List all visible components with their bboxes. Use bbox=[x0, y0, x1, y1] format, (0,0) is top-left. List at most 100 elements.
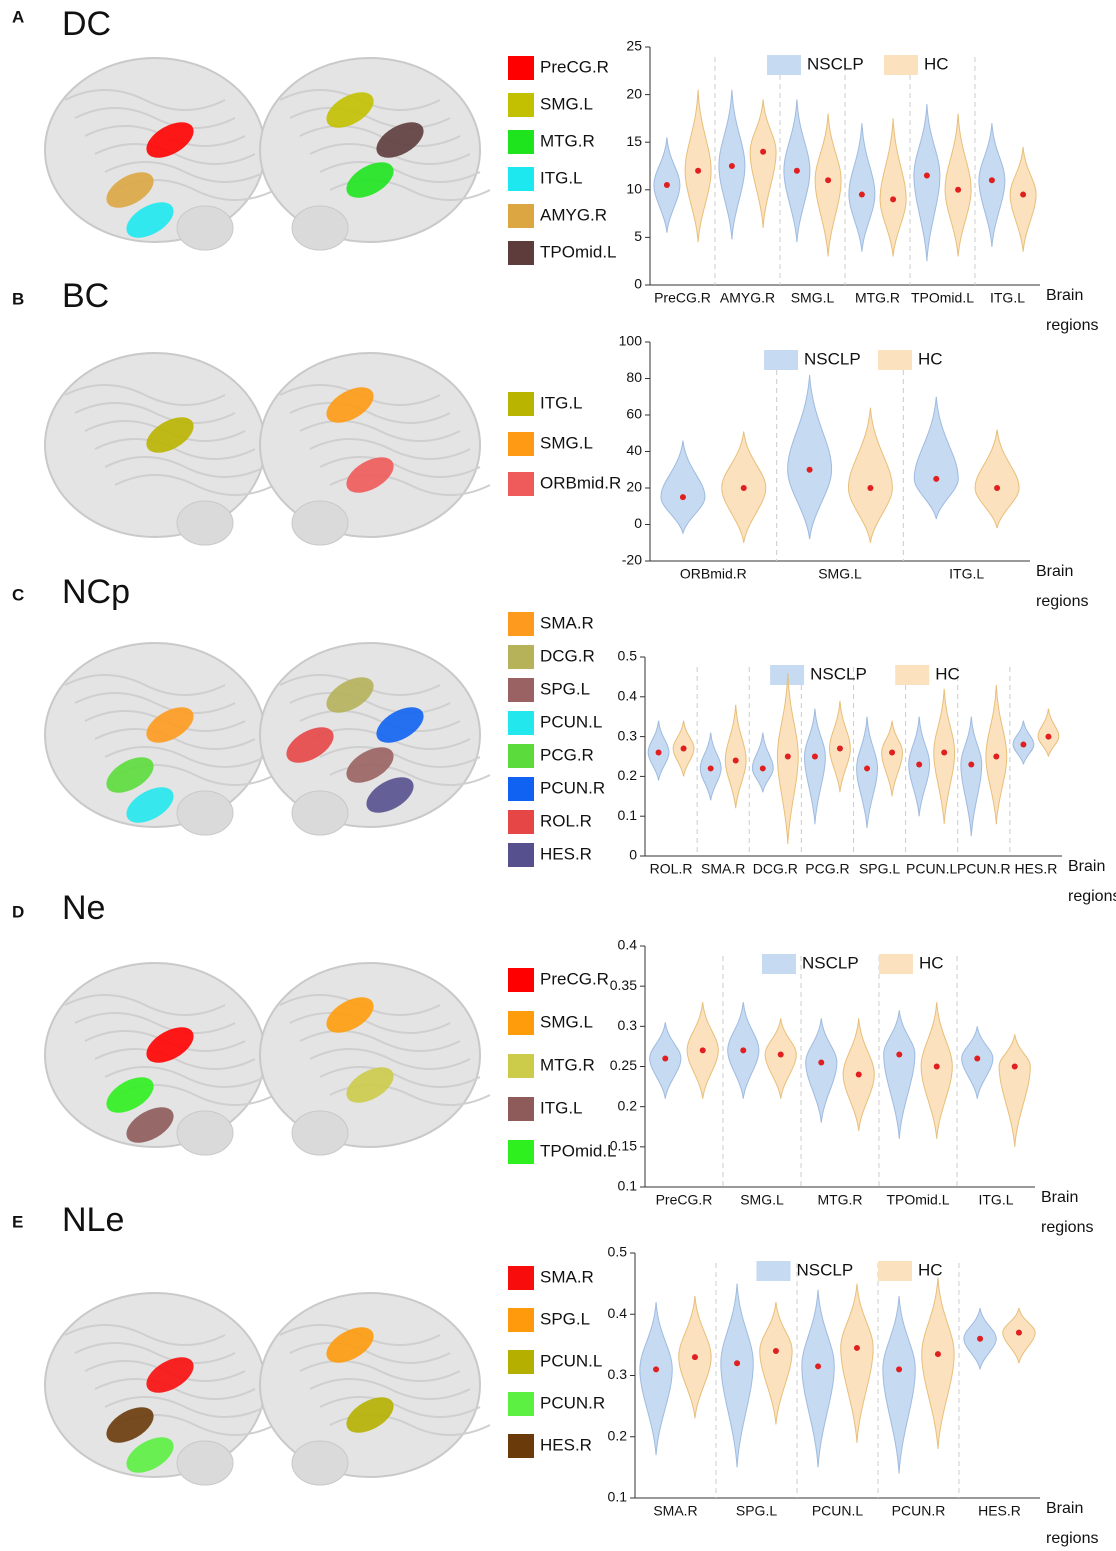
y-tick-label: 0.4 bbox=[618, 688, 638, 704]
violin bbox=[1003, 1308, 1035, 1363]
region-swatch bbox=[508, 1266, 534, 1290]
y-tick-label: 0.25 bbox=[610, 1057, 637, 1073]
mean-dot bbox=[994, 485, 1000, 491]
mean-dot bbox=[785, 754, 791, 760]
mean-dot bbox=[729, 163, 735, 169]
legend-swatch bbox=[767, 55, 801, 75]
legend-label: NSCLP bbox=[802, 953, 859, 972]
mean-dot bbox=[989, 177, 995, 183]
y-tick-label: 100 bbox=[619, 333, 643, 349]
mean-dot bbox=[807, 467, 813, 473]
legend-label: NSCLP bbox=[797, 1260, 854, 1279]
region-swatch bbox=[508, 968, 534, 992]
region-swatch bbox=[508, 56, 534, 80]
mean-dot bbox=[760, 765, 766, 771]
region-label: PreCG.R bbox=[540, 57, 609, 76]
brain-shape bbox=[260, 353, 480, 537]
violin bbox=[849, 123, 875, 252]
region-swatch bbox=[508, 1097, 534, 1121]
legend-swatch bbox=[884, 55, 918, 75]
y-tick-label: 0.2 bbox=[618, 1097, 638, 1113]
mean-dot bbox=[773, 1348, 779, 1354]
violin bbox=[979, 123, 1005, 247]
y-tick-label: 0.1 bbox=[608, 1489, 628, 1505]
y-tick-label: -20 bbox=[622, 552, 642, 568]
mean-dot bbox=[1020, 192, 1026, 198]
violin bbox=[922, 1278, 954, 1450]
y-tick-label: 0.3 bbox=[608, 1366, 628, 1382]
y-tick-label: 0.1 bbox=[618, 807, 638, 823]
y-tick-label: 25 bbox=[626, 38, 642, 54]
legend-label: HC bbox=[935, 664, 960, 683]
x-axis-label: Brain regions bbox=[1068, 852, 1116, 912]
panel-letter: E bbox=[12, 1212, 23, 1231]
region-swatch bbox=[508, 1011, 534, 1035]
y-tick-label: 15 bbox=[626, 133, 642, 149]
x-tick-label: DCG.R bbox=[753, 861, 798, 877]
region-swatch bbox=[508, 1434, 534, 1458]
mean-dot bbox=[733, 757, 739, 763]
region-label: ROL.R bbox=[540, 811, 592, 830]
x-tick-label: TPOmid.L bbox=[886, 1192, 949, 1208]
violin bbox=[962, 1026, 993, 1098]
region-swatch bbox=[508, 1054, 534, 1078]
region-label: SPG.L bbox=[540, 679, 590, 698]
region-swatch bbox=[508, 645, 534, 669]
brain-shape bbox=[260, 58, 480, 242]
region-label: SMG.L bbox=[540, 94, 593, 113]
region-label: SMA.R bbox=[540, 613, 594, 632]
violin bbox=[945, 114, 971, 257]
violin bbox=[788, 375, 832, 539]
brain-render bbox=[260, 353, 490, 545]
violin bbox=[1038, 709, 1059, 757]
violin bbox=[661, 441, 705, 534]
y-tick-label: 0.1 bbox=[618, 1178, 638, 1194]
x-axis-label: Brain regions bbox=[1036, 557, 1100, 617]
mean-dot bbox=[941, 750, 947, 756]
mean-dot bbox=[692, 1354, 698, 1360]
mean-dot bbox=[734, 1360, 740, 1366]
region-label: PCUN.R bbox=[540, 1393, 605, 1412]
brain-stem bbox=[177, 1441, 233, 1485]
region-label: HES.R bbox=[540, 1435, 592, 1454]
violin bbox=[685, 90, 711, 242]
mean-dot bbox=[968, 761, 974, 767]
x-tick-label: ITG.L bbox=[949, 566, 984, 582]
y-tick-label: 0.3 bbox=[618, 1017, 638, 1033]
mean-dot bbox=[760, 149, 766, 155]
mean-dot bbox=[916, 761, 922, 767]
legend-swatch bbox=[878, 350, 912, 370]
violin bbox=[975, 430, 1019, 529]
y-tick-label: 0.5 bbox=[608, 1244, 628, 1260]
violin bbox=[884, 1010, 915, 1139]
mean-dot bbox=[993, 754, 999, 760]
x-tick-label: HES.R bbox=[1015, 861, 1058, 877]
panel-letter: A bbox=[12, 7, 24, 26]
y-tick-label: 0.3 bbox=[618, 727, 638, 743]
legend-label: HC bbox=[918, 1260, 943, 1279]
mean-dot bbox=[825, 177, 831, 183]
y-tick-label: 0.2 bbox=[608, 1427, 628, 1443]
legend-swatch bbox=[757, 1261, 791, 1281]
y-tick-label: 0.4 bbox=[608, 1305, 628, 1321]
mean-dot bbox=[1020, 742, 1026, 748]
x-tick-label: ITG.L bbox=[990, 290, 1025, 306]
region-label: SMG.L bbox=[540, 1012, 593, 1031]
x-tick-label: ORBmid.R bbox=[680, 566, 747, 582]
mean-dot bbox=[837, 746, 843, 752]
x-tick-label: PCUN.R bbox=[957, 861, 1011, 877]
violin bbox=[914, 397, 958, 519]
mean-dot bbox=[1045, 734, 1051, 740]
violin bbox=[999, 1034, 1030, 1146]
x-tick-label: SMG.L bbox=[818, 566, 862, 582]
y-tick-label: 0.35 bbox=[610, 977, 637, 993]
legend-swatch bbox=[762, 954, 796, 974]
violin bbox=[880, 118, 906, 256]
x-tick-label: PCUN.L bbox=[812, 1503, 864, 1519]
violin bbox=[841, 1284, 873, 1443]
violin bbox=[921, 1002, 952, 1139]
mean-dot bbox=[664, 182, 670, 188]
x-tick-label: SMA.R bbox=[653, 1503, 697, 1519]
region-label: PCUN.R bbox=[540, 778, 605, 797]
region-swatch bbox=[508, 711, 534, 735]
